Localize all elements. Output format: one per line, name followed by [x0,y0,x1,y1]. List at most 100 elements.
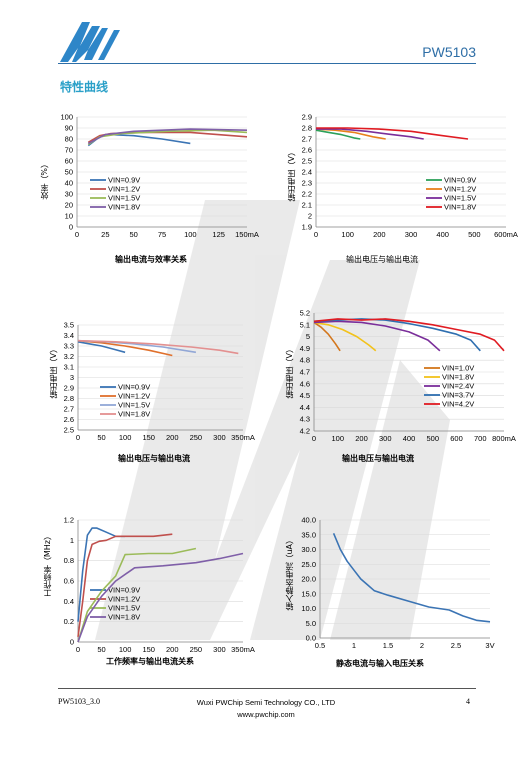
x-tick-label: 350mA [231,645,255,654]
x-tick-label: 300 [213,433,226,442]
chart-vout-vs-iout-2: 输出电压（V） 2.5 2.6 2.7 2.8 2.9 3 3.1 3.2 3.3 3.4 3.5 0… [0,305,266,475]
y-tick-label: 80 [65,135,73,144]
y-tick-label: 1.2 [64,516,74,525]
series-line [77,552,244,643]
x-tick-label: 50 [97,645,105,654]
chart-efficiency: 效率（%） 0 10 20 30 40 50 60 70 80 90 100 0 25 50 75 100 12… [0,100,266,270]
y-tick-label: 2.9 [64,384,74,393]
series-line [77,533,173,638]
y-tick-label: 70 [65,146,73,155]
series-line [313,318,505,352]
chart-title: 输出电压与输出电流 [346,255,418,264]
x-tick-label: 500 [426,434,439,443]
series-line [315,129,361,140]
y-tick-label: 2.9 [302,113,312,122]
series-line [313,318,481,352]
y-tick-label: 20.0 [301,575,316,584]
y-tick-label: 5.1 [300,320,310,329]
y-tick-label: 4.5 [300,391,310,400]
series-line [77,527,126,622]
y-tick-label: 3.1 [64,363,74,372]
y-tick-label: 50 [65,168,73,177]
y-tick-label: 2.8 [302,124,312,133]
doc-id: PW5103_3.0 [58,697,100,706]
x-tick-label: 300 [405,230,418,239]
x-tick-label: 1 [352,641,356,650]
x-tick-label: 250 [190,433,203,442]
y-tick-label: 2.6 [64,415,74,424]
chart-plot: 1.9 2 2.1 2.2 2.3 2.4 2.5 2.6 2.7 2.8 2.9 0 100 200 30… [302,113,518,240]
x-tick-label: 250 [190,645,203,654]
legend-label: VIN=4.2V [442,400,474,409]
x-tick-label: 0 [314,230,318,239]
y-tick-label: 3.4 [64,331,74,340]
legend-label: VIN=1.0V [442,364,474,373]
y-tick-label: 4.6 [300,379,310,388]
legend-label: VIN=1.2V [108,185,140,194]
company-name: Wuxi PWChip Semi Technology CO., LTD [196,698,336,707]
x-tick-label: 400 [436,230,449,239]
y-tick-label: 4.2 [300,427,310,436]
legend-label: VIN=1.8V [442,373,474,382]
y-tick-label: 4.3 [300,415,310,424]
legend-label: VIN=1.2V [444,185,476,194]
x-tick-label: 0 [76,433,80,442]
chart-plot: 0.0 5.0 10.0 15.0 20.0 25.0 30.0 35.0 40.0 0.5 1 1.… [301,516,494,651]
y-tick-label: 15.0 [301,589,316,598]
chart-title: 输出电流与效率关系 [115,255,187,264]
x-tick-label: 500 [468,230,481,239]
chart-plot: 4.2 4.3 4.4 4.5 4.6 4.7 4.8 4.9 5 5.1 5.2 0 100 200 30… [300,309,516,444]
legend-label: VIN=1.2V [118,392,150,401]
x-tick-label: 100 [331,434,344,443]
x-tick-label: 200 [166,645,179,654]
y-tick-label: 2.4 [302,168,312,177]
chart-title: 输出电压与输出电流 [118,454,190,463]
x-tick-label: 1.5 [383,641,393,650]
y-tick-label: 4.9 [300,344,310,353]
y-tick-label: 0.4 [64,597,74,606]
company-website[interactable]: www.pwchip.com [237,710,295,719]
y-tick-label: 2.2 [302,190,312,199]
x-tick-label: 150 [142,433,155,442]
x-tick-label: 25 [101,230,109,239]
y-tick-label: 90 [65,124,73,133]
x-tick-label: 0.5 [315,641,325,650]
legend-label: VIN=3.7V [442,391,474,400]
y-tick-label: 2.1 [302,201,312,210]
x-tick-label: 400 [403,434,416,443]
legend-label: VIN=1.8V [108,203,140,212]
x-tick-label: 350mA [231,433,255,442]
y-tick-label: 2.7 [64,405,74,414]
series-line [77,339,239,355]
y-tick-label: 40.0 [301,516,316,525]
x-tick-label: 3V [485,641,494,650]
y-tick-label: 2 [308,212,312,221]
x-tick-label: 100 [184,230,197,239]
y-tick-label: 30.0 [301,545,316,554]
y-tick-label: 3 [70,373,74,382]
y-tick-label: 2.5 [64,426,74,435]
legend-label: VIN=0.9V [108,176,140,185]
x-tick-label: 100 [119,433,132,442]
x-tick-label: 200 [373,230,386,239]
chart-vout-vs-iout-3: 输出电压（V） 4.2 4.3 4.4 4.5 4.6 4.7 4.8 4.9 5 5.1 5.2 0… [266,305,532,475]
chart-title: 输出电压与输出电流 [342,454,414,463]
y-tick-label: 10 [65,212,73,221]
x-tick-label: 2.5 [451,641,461,650]
series-line [77,341,126,354]
y-tick-label: 4.8 [300,356,310,365]
y-tick-label: 3.5 [64,321,74,330]
model-number: PW5103 [422,44,476,60]
series-line [313,321,341,352]
chart-vout-vs-iout-1: 输出电压（V） 1.9 2 2.1 2.2 2.3 2.4 2.5 2.6 2.7 2.8 2.9 0… [266,100,532,270]
x-tick-label: 50 [129,230,137,239]
chart-plot: 2.5 2.62.7 2.82.9 33.1 3.23.3 3.43.5 0 50 100 150… [64,321,255,443]
series-line [77,547,197,643]
y-tick-label: 3.3 [64,342,74,351]
y-tick-label: 1.9 [302,223,312,232]
y-tick-label: 2.3 [302,179,312,188]
series-line [316,128,424,140]
legend-label: VIN=0.9V [108,586,140,595]
y-tick-label: 0 [69,223,73,232]
y-tick-label: 25.0 [301,560,316,569]
